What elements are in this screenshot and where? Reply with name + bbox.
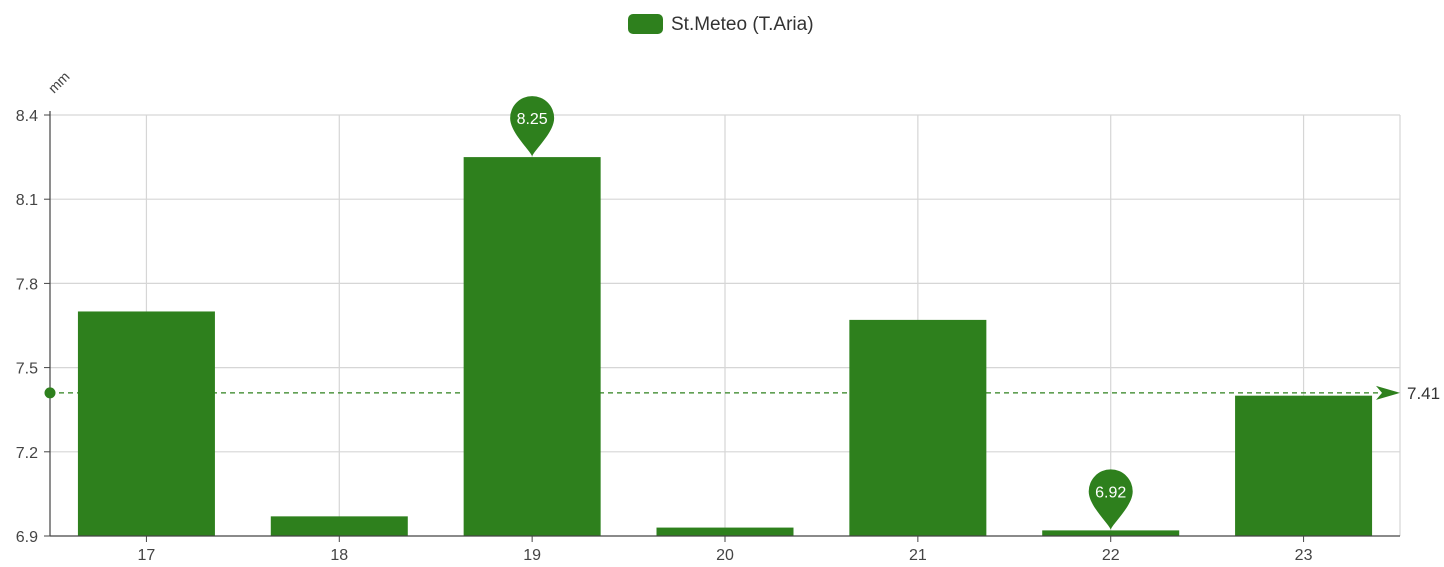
y-axis-unit-label: mm	[45, 68, 73, 96]
average-line-layer: 7.41	[44, 384, 1440, 403]
bar	[849, 319, 987, 536]
average-line-arrow	[1376, 385, 1400, 400]
y-tick-label: 8.1	[16, 192, 38, 209]
legend[interactable]: St.Meteo (T.Aria)	[628, 14, 814, 35]
mark-point-label: 8.25	[517, 111, 548, 128]
x-tick-label: 20	[716, 547, 734, 562]
x-tick-label: 17	[138, 547, 156, 562]
bar	[77, 311, 215, 536]
average-line-label: 7.41	[1407, 384, 1440, 403]
bar	[463, 157, 601, 536]
x-tick-label: 21	[909, 547, 927, 562]
mark-point-layer: 8.25 6.92	[510, 96, 1133, 530]
bar	[1042, 530, 1180, 536]
y-tick-label: 7.2	[16, 445, 38, 462]
y-tick-label: 7.8	[16, 276, 38, 293]
y-tick-label: 8.4	[16, 108, 38, 125]
y-tick-label: 7.5	[16, 361, 38, 378]
bar	[656, 527, 794, 536]
x-tick-label: 23	[1295, 547, 1313, 562]
x-tick-label: 19	[523, 547, 541, 562]
mark-point-pin	[1088, 469, 1133, 530]
grid-layer	[50, 114, 1401, 536]
x-tick-label: 18	[330, 547, 348, 562]
axis-layer: 6.9 7.2 7.5 7.8 8.1 8.4 17 18 19 20 21 22 23	[16, 108, 1400, 564]
bar	[270, 516, 408, 536]
legend-label[interactable]: St.Meteo (T.Aria)	[671, 14, 814, 35]
legend-swatch[interactable]	[628, 14, 663, 34]
mark-point-label: 6.92	[1095, 484, 1126, 501]
y-tick-label: 6.9	[16, 529, 38, 546]
x-tick-label: 22	[1102, 547, 1120, 562]
bars-layer	[77, 157, 1373, 536]
mark-point-pin	[510, 96, 555, 157]
bar	[1235, 395, 1373, 536]
